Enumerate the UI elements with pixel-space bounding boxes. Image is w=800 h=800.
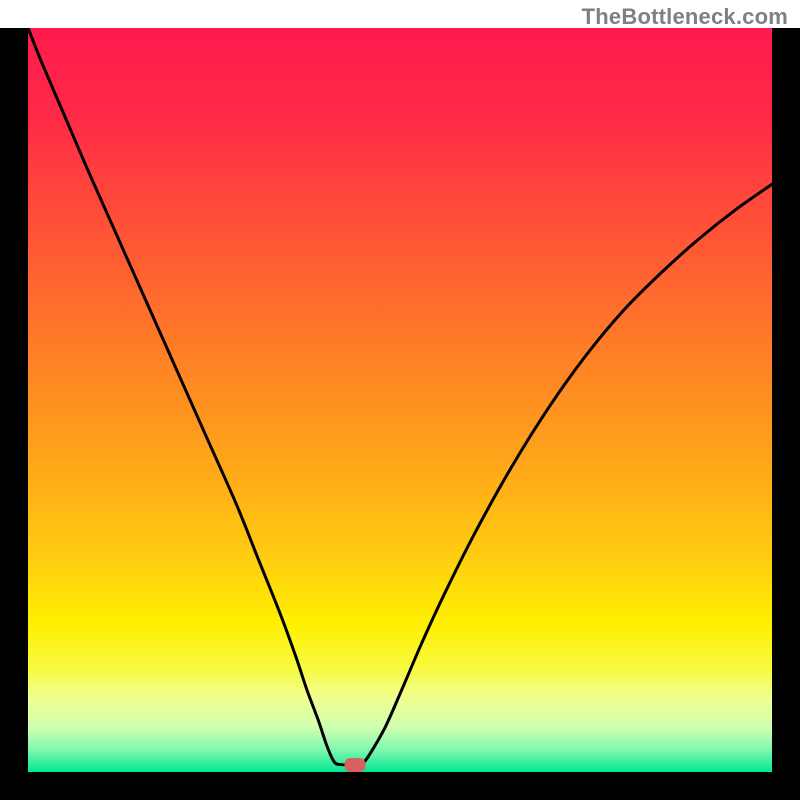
watermark-text: TheBottleneck.com — [582, 4, 788, 30]
bottleneck-curve — [28, 28, 772, 772]
plot-area — [28, 28, 772, 772]
optimal-marker — [345, 758, 366, 772]
root: TheBottleneck.com — [0, 0, 800, 800]
chart-frame — [0, 28, 800, 800]
